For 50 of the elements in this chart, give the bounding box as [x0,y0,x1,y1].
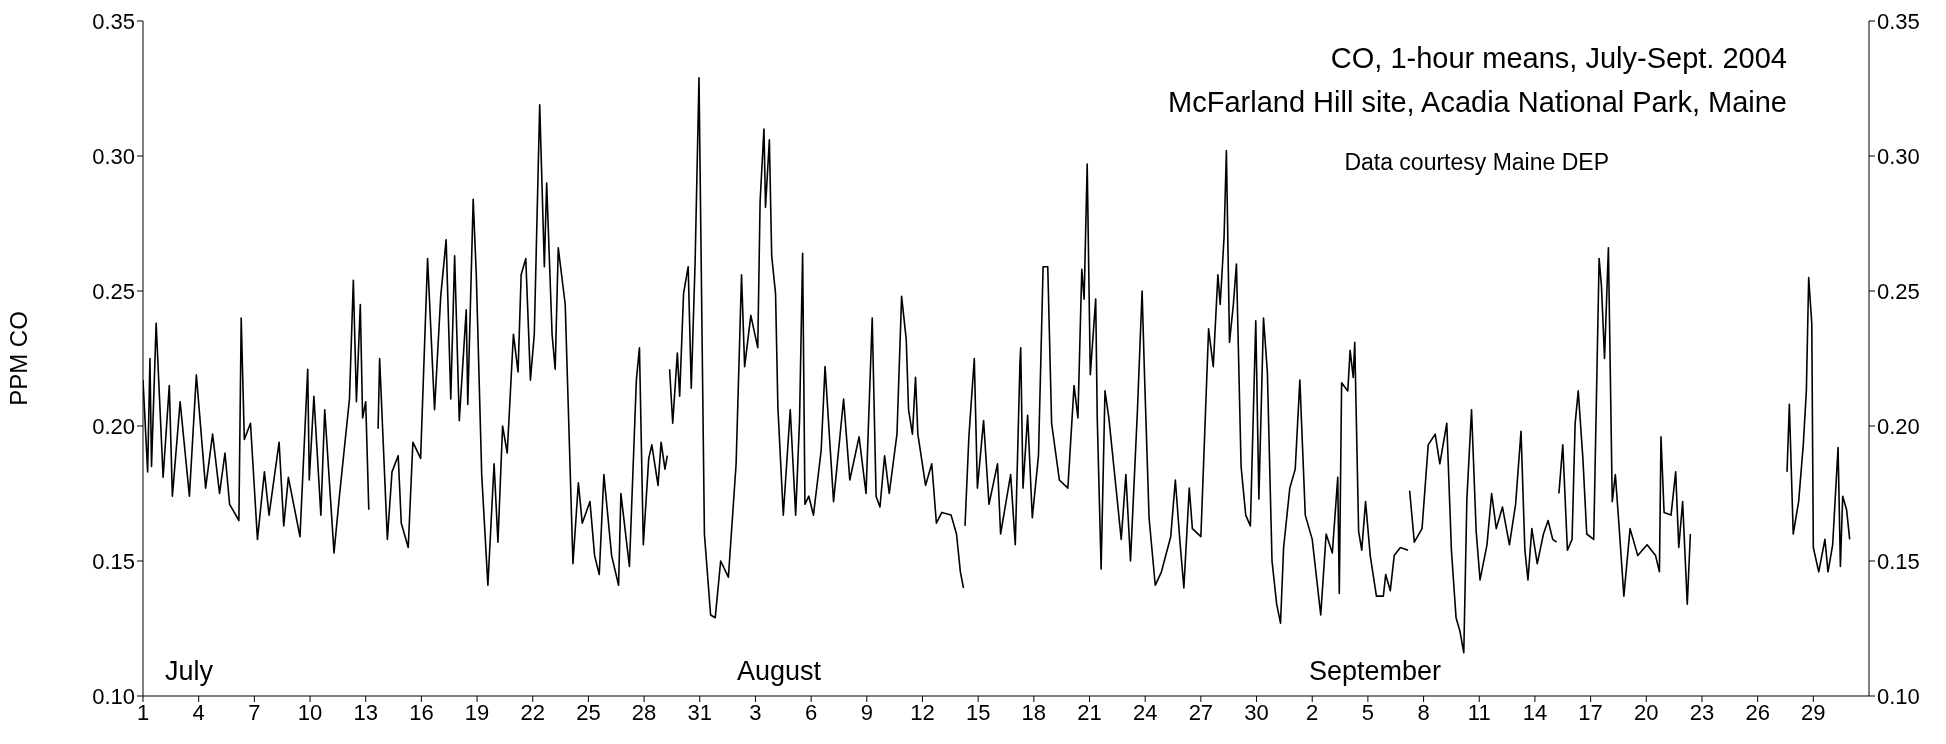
x-tick-label: 11 [1467,699,1491,725]
annotation: Data courtesy Maine DEP [1344,149,1609,175]
x-tick-label: 16 [409,699,434,725]
y2-tick-label: 0.15 [1877,548,1920,574]
x-tick-label: 8 [1417,699,1430,725]
x-tick-label: 19 [464,699,490,725]
x-tick-label: 25 [576,699,601,725]
x-tick-label: 6 [805,699,818,725]
x-tick-label: 26 [1745,699,1770,725]
x-tick-label: 27 [1188,699,1214,725]
y-tick-label: 0.15 [92,548,135,574]
x-tick-label: 28 [631,699,657,725]
x-tick-label: 30 [1244,699,1269,725]
x-tick-label: 22 [520,699,545,725]
x-tick-label: 23 [1689,699,1715,725]
y2-tick-label: 0.10 [1877,683,1920,709]
y2-tick-label: 0.30 [1877,143,1920,169]
x-tick-label: 2 [1306,699,1319,725]
y-tick-label: 0.25 [92,278,135,304]
x-tick-label: 7 [248,699,261,725]
x-tick-label: 3 [749,699,762,725]
x-tick-label: 29 [1801,699,1826,725]
y2-tick-label: 0.25 [1877,278,1920,304]
x-tick-label: 18 [1021,699,1047,725]
x-tick-label: 15 [965,699,991,725]
x-tick-label: 13 [353,699,378,725]
x-tick-label: 12 [910,699,935,725]
y-tick-label: 0.30 [92,143,135,169]
x-tick-label: 5 [1361,699,1375,725]
x-tick-label: 9 [860,699,873,725]
x-tick-label: 21 [1077,699,1102,725]
annotation: September [1309,656,1442,686]
text: CO, 1-hour means, July-Sept. 2004 [1330,42,1787,74]
x-tick-label: 24 [1132,699,1158,725]
x-tick-label: 31 [687,699,713,725]
y2-tick-label: 0.20 [1877,413,1920,439]
y2-tick-label: 0.35 [1877,8,1920,34]
x-tick-label: 10 [297,699,323,725]
annotation: August [737,656,822,686]
x-tick-label: 14 [1522,699,1548,725]
y-axis-title: PPM CO [4,311,32,406]
x-tick-label: 20 [1634,699,1659,725]
y-tick-label: 0.10 [92,683,135,709]
x-tick-label: 1 [136,699,150,725]
annotation: July [165,656,214,686]
x-tick-label: 17 [1578,699,1603,725]
y-tick-label: 0.35 [92,8,135,34]
x-tick-label: 4 [192,699,205,725]
y-tick-label: 0.20 [92,413,135,439]
text: McFarland Hill site, Acadia National Park, Maine [1168,86,1787,118]
